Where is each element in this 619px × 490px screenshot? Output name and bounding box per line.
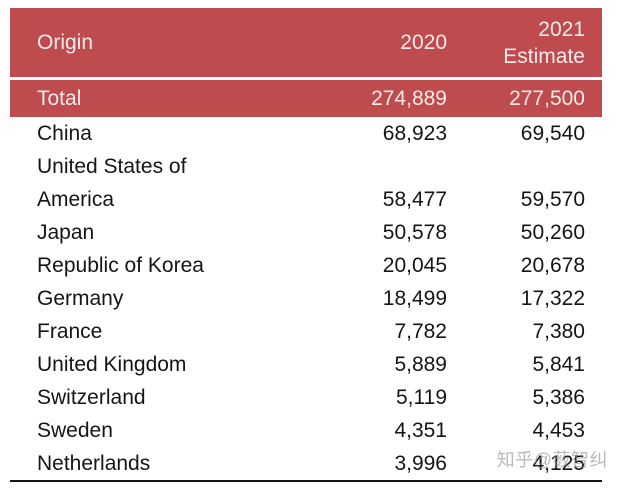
value-2021: 5,841 [447, 348, 602, 381]
value-2021: 59,570 [447, 150, 602, 216]
value-2020: 20,045 [290, 249, 447, 282]
total-value-2020: 274,889 [290, 78, 447, 117]
table-row: France 7,782 7,380 [10, 315, 602, 348]
value-2021: 5,386 [447, 381, 602, 414]
value-2020: 58,477 [290, 150, 447, 216]
header-2020: 2020 [290, 8, 447, 80]
table-row: China 68,923 69,540 [10, 117, 602, 150]
origin-cell: Japan [10, 216, 290, 249]
value-2020: 18,499 [290, 282, 447, 315]
data-rows: China 68,923 69,540 United States of Ame… [10, 117, 602, 481]
value-2021: 7,380 [447, 315, 602, 348]
table-row: Japan 50,578 50,260 [10, 216, 602, 249]
header-2021-estimate: 2021 Estimate [447, 8, 602, 80]
origin-cell: United States of America [10, 150, 290, 216]
header-origin: Origin [10, 8, 290, 80]
header-row: Origin 2020 2021 Estimate [10, 8, 602, 80]
value-2021: 4,453 [447, 414, 602, 447]
value-2020: 50,578 [290, 216, 447, 249]
value-2020: 7,782 [290, 315, 447, 348]
value-2020: 3,996 [290, 447, 447, 481]
origin-cell: China [10, 117, 290, 150]
total-value-2021: 277,500 [447, 78, 602, 117]
value-2020: 5,119 [290, 381, 447, 414]
origin-cell: Netherlands [10, 447, 290, 481]
table-row: Republic of Korea 20,045 20,678 [10, 249, 602, 282]
total-label: Total [10, 78, 290, 117]
origin-table: Origin 2020 2021 Estimate Total 274,889 … [10, 8, 602, 482]
value-2021: 20,678 [447, 249, 602, 282]
origin-cell: France [10, 315, 290, 348]
table-row: Switzerland 5,119 5,386 [10, 381, 602, 414]
table-row: United States of America 58,477 59,570 [10, 150, 602, 216]
table-row: United Kingdom 5,889 5,841 [10, 348, 602, 381]
value-2020: 68,923 [290, 117, 447, 150]
value-2020: 5,889 [290, 348, 447, 381]
table-header: Origin 2020 2021 Estimate [10, 8, 602, 80]
origin-cell: Switzerland [10, 381, 290, 414]
value-2021: 50,260 [447, 216, 602, 249]
origin-cell: Germany [10, 282, 290, 315]
value-2020: 4,351 [290, 414, 447, 447]
table-row: Sweden 4,351 4,453 [10, 414, 602, 447]
origin-table-container: Origin 2020 2021 Estimate Total 274,889 … [10, 8, 602, 482]
value-2021: 69,540 [447, 117, 602, 150]
total-row: Total 274,889 277,500 [10, 78, 602, 117]
table-row: Germany 18,499 17,322 [10, 282, 602, 315]
origin-cell: United Kingdom [10, 348, 290, 381]
origin-cell: Sweden [10, 414, 290, 447]
value-2021: 17,322 [447, 282, 602, 315]
value-2021: 4,125 [447, 447, 602, 481]
origin-cell: Republic of Korea [10, 249, 290, 282]
table-row: Netherlands 3,996 4,125 [10, 447, 602, 481]
total-section: Total 274,889 277,500 [10, 78, 602, 117]
